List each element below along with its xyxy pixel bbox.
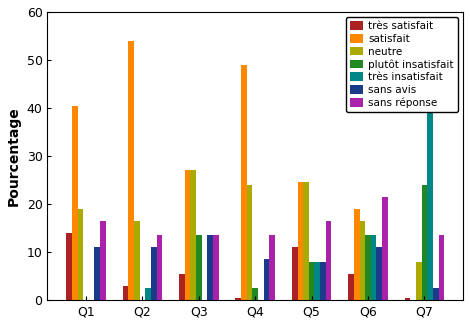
Bar — [145, 288, 151, 300]
Bar — [134, 221, 140, 300]
Bar — [298, 183, 303, 300]
Bar — [151, 247, 157, 300]
Bar — [252, 288, 258, 300]
Y-axis label: Pourcentage: Pourcentage — [7, 106, 21, 206]
Bar — [179, 274, 185, 300]
Bar — [303, 183, 309, 300]
Bar — [247, 185, 252, 300]
Bar — [78, 209, 83, 300]
Bar — [235, 298, 241, 300]
Bar — [72, 106, 78, 300]
Bar — [427, 53, 433, 300]
Bar — [371, 235, 376, 300]
Bar — [405, 298, 410, 300]
Bar — [185, 171, 190, 300]
Bar — [326, 221, 331, 300]
Bar — [100, 221, 106, 300]
Bar — [241, 65, 247, 300]
Bar — [320, 262, 326, 300]
Bar — [264, 259, 269, 300]
Bar — [422, 185, 427, 300]
Bar — [309, 262, 314, 300]
Bar — [360, 221, 365, 300]
Legend: très satisfait, satisfait, neutre, plutôt insatisfait, très insatisfait, sans av: très satisfait, satisfait, neutre, plutô… — [346, 17, 458, 112]
Bar — [382, 197, 388, 300]
Bar — [213, 235, 219, 300]
Bar — [292, 247, 298, 300]
Bar — [123, 286, 128, 300]
Bar — [157, 235, 162, 300]
Bar — [269, 235, 275, 300]
Bar — [314, 262, 320, 300]
Bar — [439, 235, 444, 300]
Bar — [207, 235, 213, 300]
Bar — [433, 288, 439, 300]
Bar — [416, 262, 422, 300]
Bar — [94, 247, 100, 300]
Bar — [376, 247, 382, 300]
Bar — [66, 233, 72, 300]
Bar — [348, 274, 354, 300]
Bar — [354, 209, 360, 300]
Bar — [190, 171, 196, 300]
Bar — [365, 235, 371, 300]
Bar — [128, 41, 134, 300]
Bar — [196, 235, 202, 300]
